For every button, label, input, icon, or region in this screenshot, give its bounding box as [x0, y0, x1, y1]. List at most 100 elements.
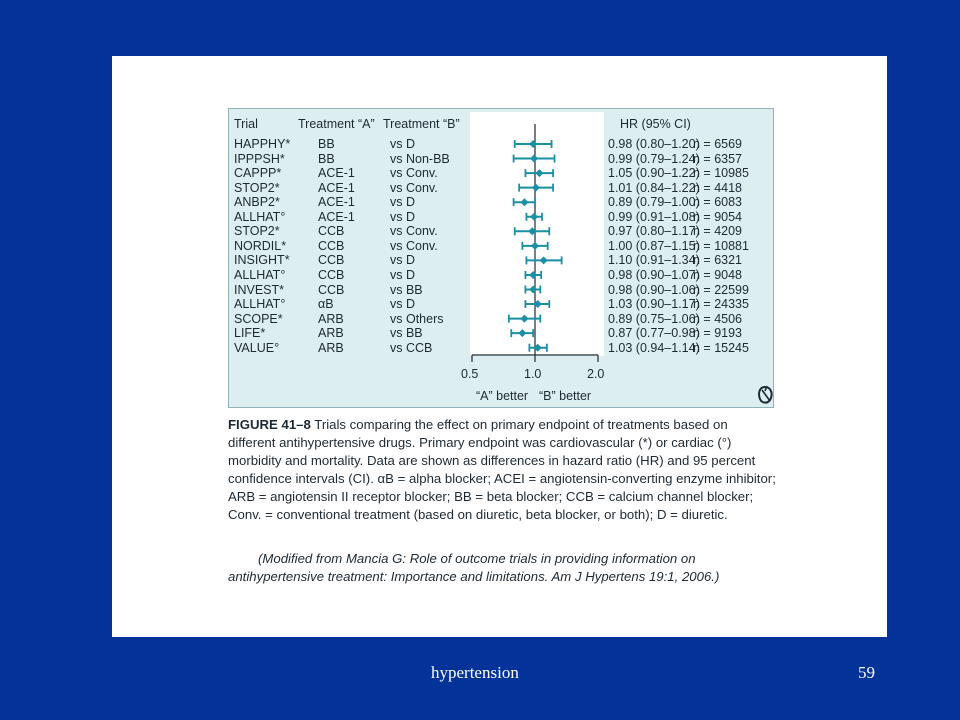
hr-point [530, 154, 539, 163]
figure-caption: FIGURE 41–8 Trials comparing the effect … [228, 416, 776, 524]
treatment-b: vs Conv. [390, 224, 438, 239]
treatment-a: ARB [318, 326, 344, 341]
trial-name: SCOPE* [234, 311, 283, 326]
a-better-label: “A” better [476, 389, 529, 403]
trial-name: STOP2* [234, 224, 280, 239]
x-tick-label: 1.0 [524, 367, 542, 381]
hr-point [531, 241, 539, 250]
treatment-b: vs CCB [390, 340, 433, 355]
hr-point [529, 270, 538, 279]
sample-size: n = 4506 [693, 311, 743, 326]
hr-point [529, 140, 538, 148]
sample-size: n = 6083 [693, 195, 743, 210]
treatment-b: vs D [390, 253, 415, 268]
treatment-b: vs Conv. [390, 166, 438, 181]
hr-ci: 1.05 (0.90–1.22) [608, 166, 700, 181]
hr-point [529, 285, 538, 294]
hr-point [530, 212, 539, 221]
x-tick-label: 0.5 [461, 367, 479, 381]
hr-point [531, 183, 540, 192]
hr-point [518, 329, 527, 338]
hr-point [520, 314, 529, 323]
treatment-a: ARB [318, 340, 344, 355]
treatment-a: αB [318, 297, 334, 312]
hr-point [533, 343, 542, 352]
trial-name: LIFE* [234, 326, 266, 341]
hr-point [539, 256, 548, 265]
hr-point [533, 300, 542, 309]
trial-name: INVEST* [234, 282, 285, 297]
hr-ci: 0.98 (0.90–1.06) [608, 282, 700, 297]
treatment-b: vs D [390, 209, 415, 224]
hr-ci: 0.97 (0.80–1.17) [608, 224, 700, 239]
trial-name: STOP2* [234, 180, 280, 195]
hr-point [528, 227, 537, 236]
treatment-b: vs Conv. [390, 238, 438, 253]
x-tick-label: 2.0 [587, 367, 605, 381]
caption-source-line-2: antihypertensive treatment: Importance a… [228, 569, 720, 584]
sample-size: n = 15245 [693, 340, 749, 355]
hr-ci: 0.98 (0.80–1.20) [608, 137, 700, 151]
hr-ci: 1.03 (0.90–1.17) [608, 297, 700, 312]
sample-size: n = 9048 [693, 267, 743, 282]
footer-title: hypertension [431, 663, 519, 682]
sample-size: n = 4209 [693, 224, 743, 239]
hr-ci: 0.89 (0.79–1.00) [608, 195, 700, 210]
treatment-a: ARB [318, 311, 344, 326]
trial-name: CAPPP* [234, 166, 282, 181]
treatment-b: vs BB [390, 326, 423, 341]
header-trial: Trial [234, 117, 258, 131]
trial-name: ALLHAT° [234, 209, 286, 224]
sample-size: n = 10985 [693, 166, 749, 181]
sample-size: n = 6357 [693, 151, 743, 166]
trial-name: VALUE° [234, 340, 280, 355]
treatment-a: ACE-1 [318, 209, 355, 224]
header-treatment-a: Treatment “A” [298, 117, 375, 131]
header-hr: HR (95% CI) [620, 117, 691, 131]
trial-name: INSIGHT* [234, 253, 290, 268]
sample-size: n = 6569 [693, 137, 743, 151]
sample-size: n = 6321 [693, 253, 743, 268]
hr-ci: 1.01 (0.84–1.22) [608, 180, 700, 195]
hr-ci: 1.03 (0.94–1.14) [608, 340, 700, 355]
hr-ci: 0.99 (0.79–1.24) [608, 151, 700, 166]
hr-ci: 1.10 (0.91–1.34) [608, 253, 700, 268]
hr-ci: 0.99 (0.91–1.08) [608, 209, 700, 224]
hr-ci: 0.98 (0.90–1.07) [608, 267, 700, 282]
hr-point [520, 198, 529, 207]
sample-size: n = 10881 [693, 238, 749, 253]
trial-name: ANBP2* [234, 195, 280, 210]
treatment-b: vs BB [390, 282, 423, 297]
trial-name: HAPPHY* [234, 137, 291, 151]
hr-ci: 0.89 (0.75–1.06) [608, 311, 700, 326]
figure-label: FIGURE 41–8 [228, 417, 311, 432]
trial-name: ALLHAT° [234, 297, 286, 312]
trial-name: IPPPSH* [234, 151, 285, 166]
hr-ci: 1.00 (0.87–1.15) [608, 238, 700, 253]
sample-size: n = 24335 [693, 297, 749, 312]
caption-text: Trials comparing the effect on primary e… [228, 417, 776, 522]
b-better-label: “B” better [539, 389, 592, 403]
treatment-b: vs D [390, 137, 415, 151]
sample-size: n = 9054 [693, 209, 743, 224]
treatment-b: vs D [390, 195, 415, 210]
treatment-b: vs Non-BB [390, 151, 450, 166]
hr-point [535, 169, 544, 178]
treatment-b: vs D [390, 297, 415, 312]
treatment-a: CCB [318, 253, 345, 268]
treatment-b: vs Others [390, 311, 444, 326]
sample-size: n = 22599 [693, 282, 749, 297]
page-number: 59 [858, 663, 875, 682]
treatment-a: CCB [318, 238, 345, 253]
treatment-b: vs D [390, 267, 415, 282]
treatment-a: CCB [318, 282, 345, 297]
treatment-a: CCB [318, 267, 345, 282]
treatment-a: BB [318, 151, 335, 166]
treatment-a: ACE-1 [318, 195, 355, 210]
header-treatment-b: Treatment “B” [383, 117, 460, 131]
forest-plot-area [470, 112, 604, 356]
sample-size: n = 9193 [693, 326, 743, 341]
treatment-a: CCB [318, 224, 345, 239]
treatment-b: vs Conv. [390, 180, 438, 195]
